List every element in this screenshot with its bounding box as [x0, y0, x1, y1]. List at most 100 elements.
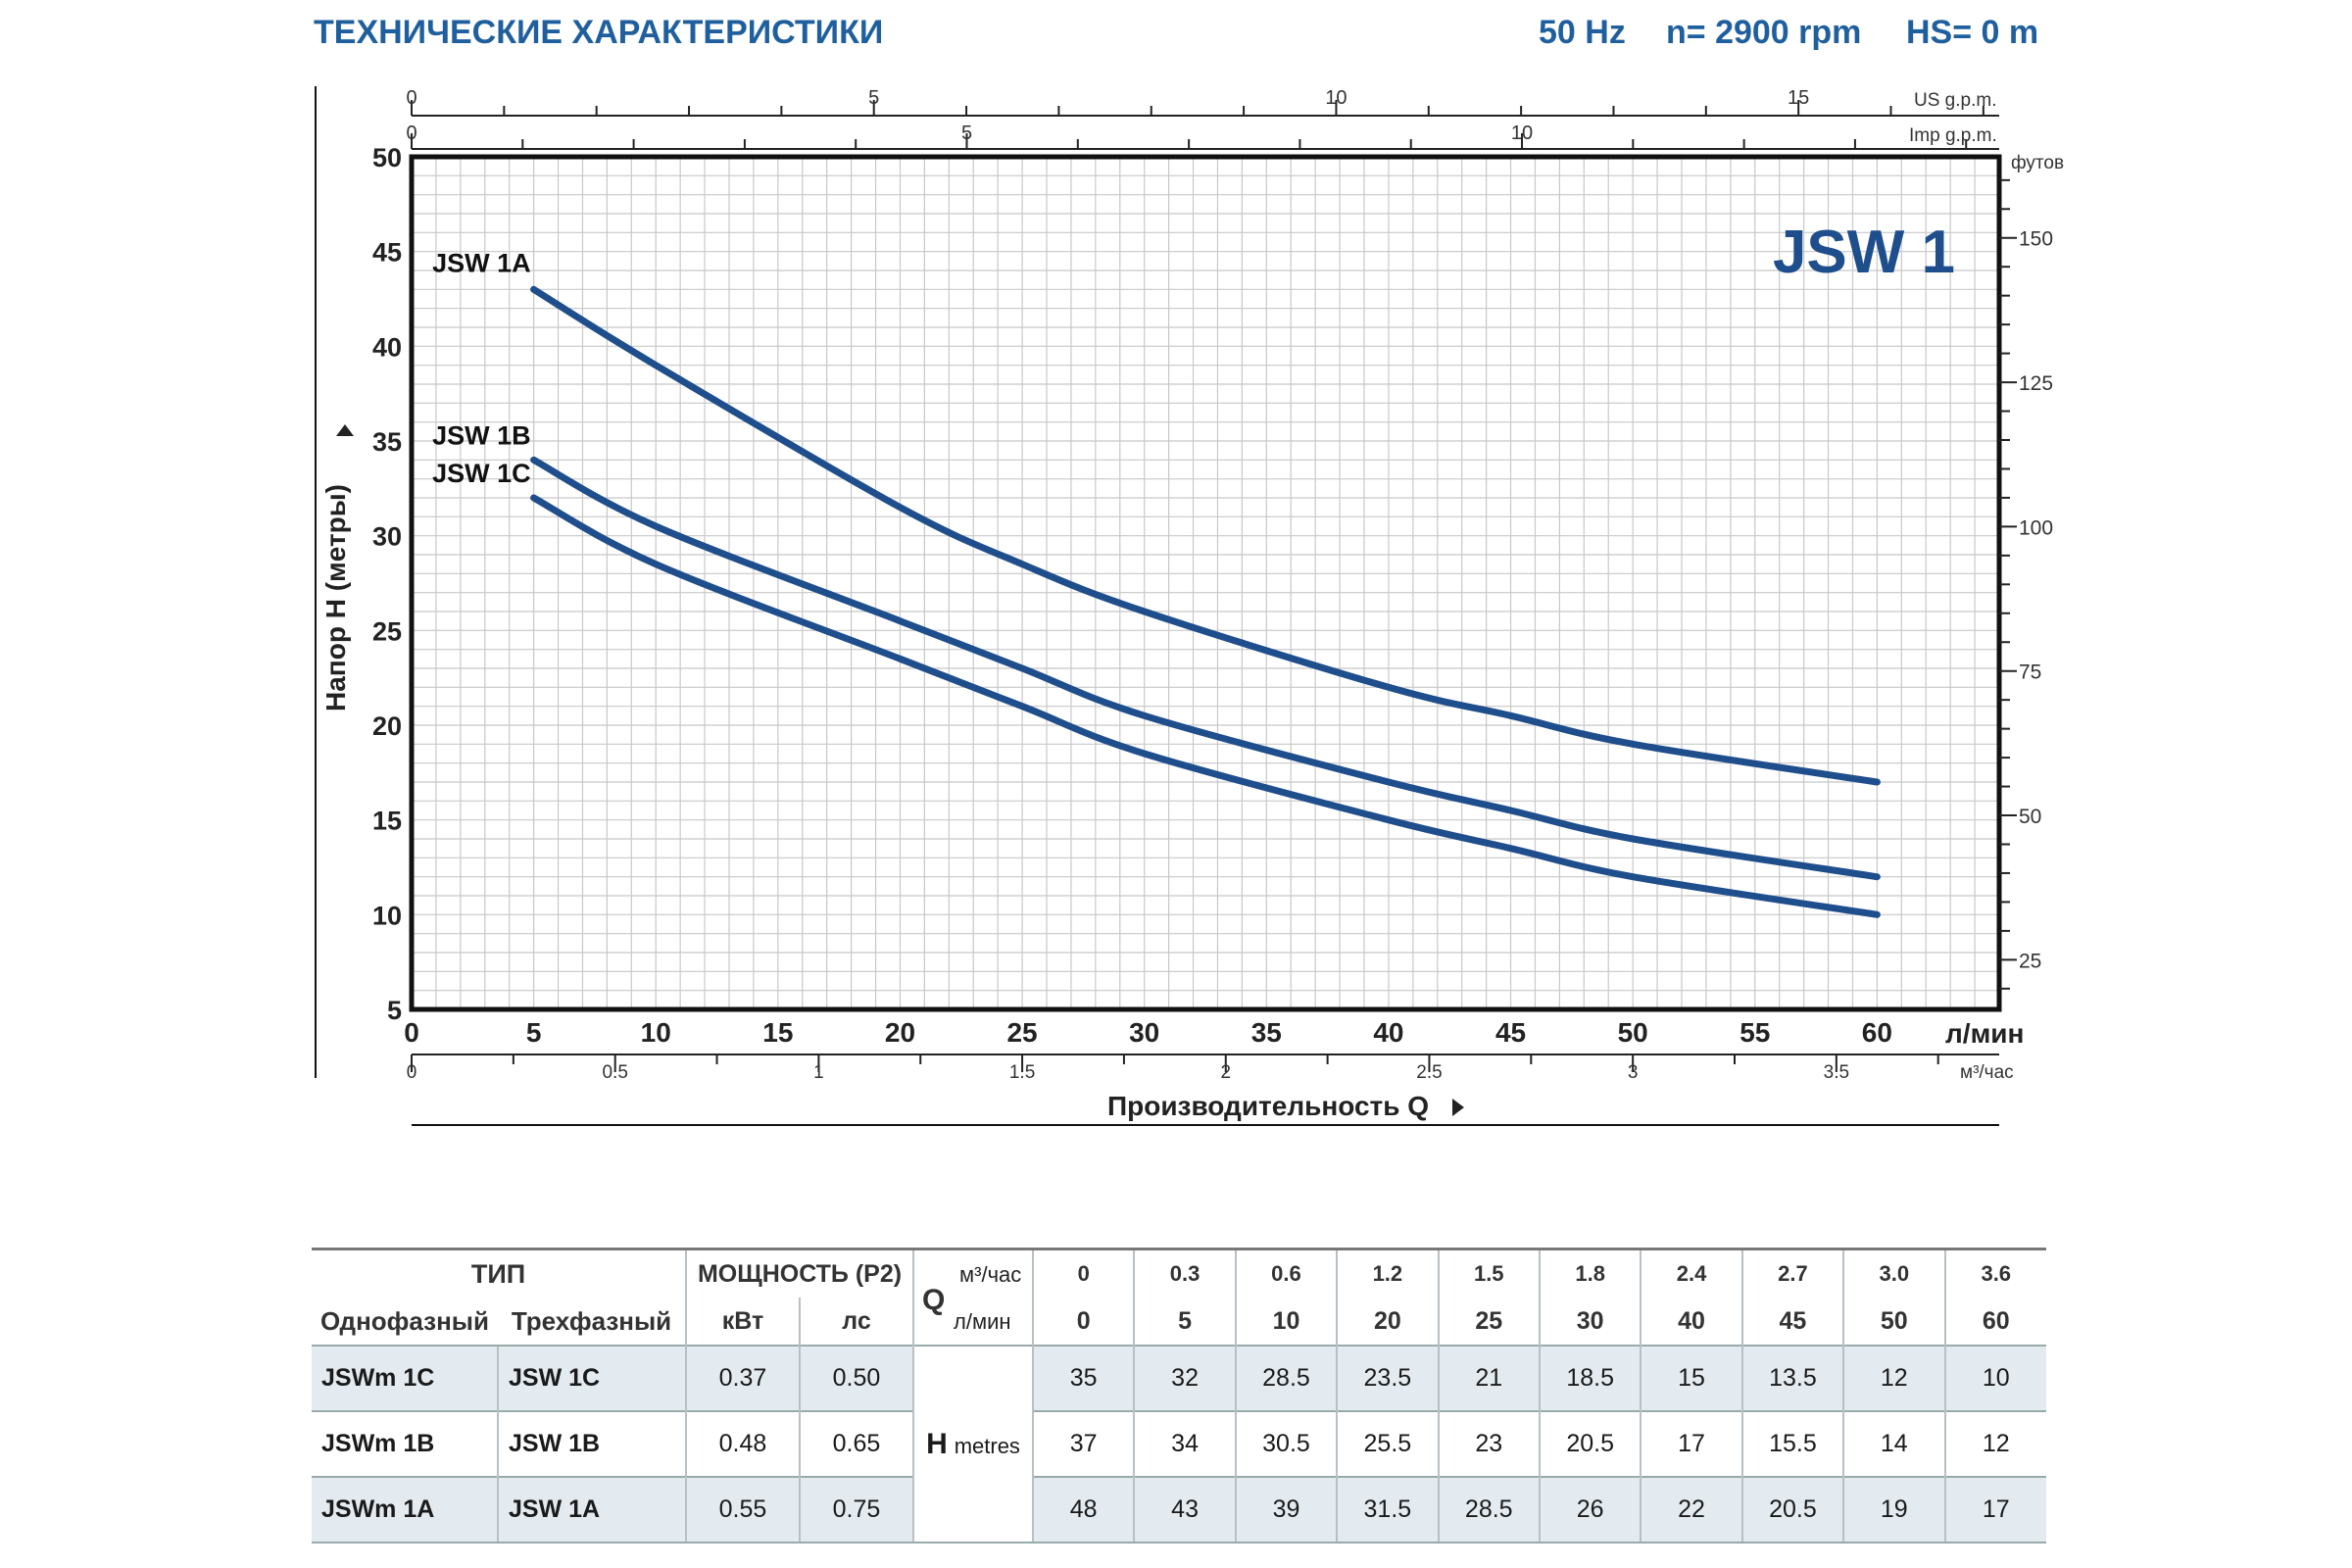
chart-grid [412, 157, 1999, 1009]
feet-tick-label: 100 [2019, 516, 2053, 539]
head-cell: 20.5 [1740, 1476, 1844, 1544]
y-tick-label: 35 [372, 427, 402, 457]
head-cell: 18.5 [1538, 1345, 1642, 1411]
head-cell: 30.5 [1234, 1410, 1338, 1477]
y-tick-label: 45 [372, 238, 402, 268]
feet-tick-label: 50 [2019, 806, 2041, 828]
x-tick-label: 0 [404, 1017, 419, 1048]
power-hp: 0.75 [799, 1476, 913, 1544]
x-tick-label: 45 [1495, 1017, 1526, 1048]
us-gpm-tick-label: 0 [406, 87, 416, 109]
curve-jsw-1b [530, 456, 1881, 881]
curve-jsw-1c [530, 494, 1881, 918]
chart-axes [315, 86, 2017, 1126]
flow-lpm-cell: 45 [1740, 1298, 1844, 1346]
head-cell: 15.5 [1740, 1410, 1844, 1477]
q-units-cell: Q м³/час л/мин [912, 1248, 1033, 1346]
x-tick-label: 20 [885, 1017, 915, 1048]
head-cell: 17 [1640, 1410, 1742, 1477]
power-kw: 0.48 [685, 1410, 800, 1477]
head-cell: 39 [1234, 1476, 1338, 1544]
flow-lpm-cell: 25 [1437, 1298, 1540, 1346]
y-axis-title: Напор H (метры) [320, 484, 351, 711]
x-tick-label: 5 [526, 1017, 542, 1048]
power-hp: 0.65 [799, 1410, 913, 1477]
flow-m3h-cell: 3.0 [1842, 1248, 1945, 1298]
table-row: JSWm 1C JSW 1C 0.37 0.50 H metres 35 32 … [312, 1345, 2046, 1544]
imp-gpm-tick-label: 10 [1511, 122, 1533, 144]
flow-lpm-cell: 50 [1842, 1298, 1945, 1346]
table-row: JSWm 1B JSW 1B 0.48 0.65 37 34 30.5 25.5… [312, 1410, 2046, 1477]
flow-m3h-cell: 1.8 [1538, 1248, 1642, 1298]
table-row: JSWm 1A JSW 1A 0.55 0.75 48 43 39 31.5 2… [312, 1476, 2046, 1544]
flow-m3h-cell: 3.6 [1943, 1248, 2046, 1298]
flow-lpm-cell: 40 [1640, 1298, 1742, 1346]
x-axis-arrow-icon [1452, 1099, 1464, 1116]
single-phase-model: JSWm 1B [312, 1410, 498, 1477]
q-unit-m3h: м³/час [959, 1262, 1022, 1287]
curve-jsw-1a [530, 285, 1881, 786]
head-cell: 25.5 [1336, 1410, 1439, 1477]
us-gpm-tick-label: 15 [1788, 87, 1809, 109]
y-tick-label: 20 [372, 711, 402, 741]
m3h-tick-label: 1 [813, 1062, 824, 1083]
power-kw: 0.37 [685, 1345, 800, 1411]
flow-m3h-cell: 2.7 [1740, 1248, 1844, 1298]
y-tick-label: 5 [387, 996, 402, 1025]
model-label: JSW 1 [1773, 219, 1955, 286]
head-cell: 43 [1133, 1476, 1236, 1544]
m3h-tick-label: 2 [1220, 1062, 1231, 1083]
flow-m3h-cell: 0.6 [1234, 1248, 1338, 1298]
flow-lpm-cell: 20 [1336, 1298, 1439, 1346]
head-cell: 20.5 [1538, 1410, 1642, 1477]
y-tick-label: 30 [372, 522, 402, 552]
head-cell: 28.5 [1437, 1476, 1540, 1544]
h-symbol: H [926, 1427, 948, 1460]
head-cell: 32 [1133, 1345, 1236, 1411]
flow-lpm-cell: 5 [1133, 1298, 1236, 1346]
three-phase-model: JSW 1B [497, 1410, 686, 1477]
flow-m3h-cell: 0.3 [1133, 1248, 1236, 1298]
three-phase-header: Трехфазный [511, 1305, 672, 1336]
flow-lpm-cell: 0 [1031, 1298, 1135, 1346]
head-cell: 17 [1943, 1476, 2046, 1544]
head-cell: 13.5 [1740, 1345, 1844, 1411]
power-header: МОЩНОСТЬ (P2) [685, 1248, 913, 1298]
suction-head-label: HS= 0 m [1906, 14, 2039, 51]
head-cell: 14 [1842, 1410, 1945, 1477]
y-tick-label: 40 [372, 332, 402, 362]
three-phase-model: JSW 1A [497, 1476, 686, 1544]
h-unit: metres [954, 1433, 1020, 1458]
flow-lpm-cell: 30 [1538, 1298, 1642, 1346]
x-tick-label: 30 [1129, 1017, 1159, 1048]
x-axis-title: Производительность Q [1107, 1091, 1429, 1121]
head-cell: 12 [1842, 1345, 1945, 1411]
x-tick-label: 40 [1373, 1017, 1403, 1048]
head-cell: 35 [1031, 1345, 1135, 1411]
head-cell: 34 [1133, 1410, 1236, 1477]
x-tick-label: 55 [1740, 1017, 1770, 1048]
flow-lpm-cell: 10 [1234, 1298, 1338, 1346]
table-header-row-2: Однофазный Трехфазный кВт лс 0 5 10 20 2… [312, 1298, 2046, 1346]
flow-m3h-cell: 0 [1031, 1248, 1135, 1298]
m3h-tick-label: 1.5 [1009, 1062, 1035, 1083]
m3h-tick-label: 2.5 [1416, 1062, 1442, 1083]
us-gpm-tick-label: 10 [1325, 87, 1347, 109]
x-tick-label: 10 [641, 1017, 671, 1048]
feet-tick-label: 150 [2019, 228, 2053, 251]
single-phase-model: JSWm 1A [312, 1476, 498, 1544]
single-phase-header: Однофазный [319, 1305, 489, 1336]
series-label-jsw-1b: JSW 1B [432, 420, 531, 450]
series-label-jsw-1a: JSW 1A [432, 248, 531, 277]
speed-label: n= 2900 rpm [1666, 14, 1862, 51]
hp-header: лс [799, 1298, 913, 1346]
kw-header: кВт [685, 1298, 800, 1346]
x-tick-label: 60 [1862, 1017, 1892, 1048]
y-axis-arrow-icon [336, 424, 354, 436]
flow-m3h-cell: 1.5 [1437, 1248, 1540, 1298]
y-tick-label: 10 [372, 901, 402, 930]
us-gpm-unit-label: US g.p.m. [1914, 90, 1996, 111]
head-cell: 22 [1640, 1476, 1742, 1544]
us-gpm-tick-label: 5 [868, 87, 879, 109]
